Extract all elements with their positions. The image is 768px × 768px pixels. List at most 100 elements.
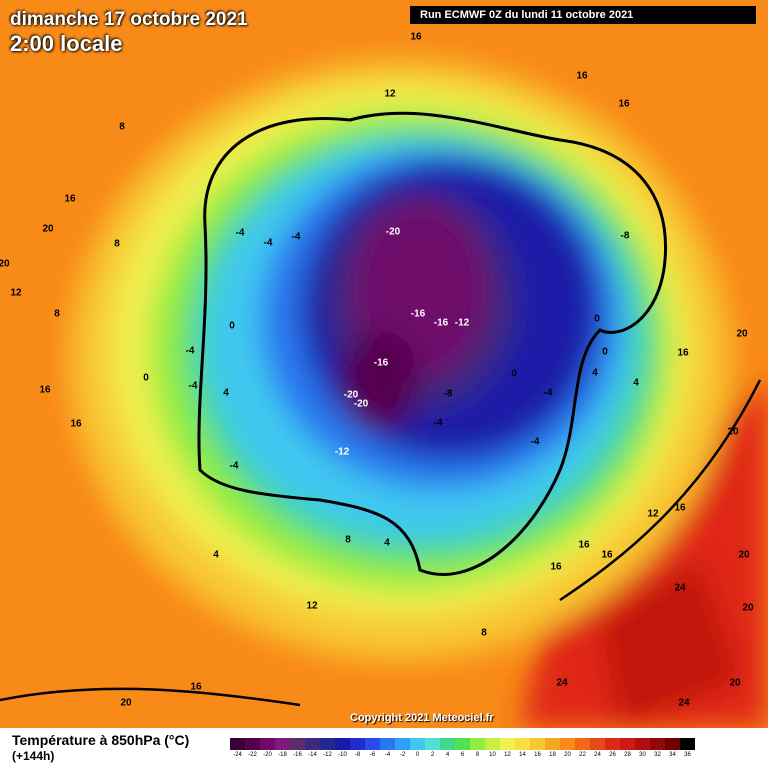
contour-labels: 16 16 16 12 8 16 20 20 8 -4 -4 -4 -20 -8 12 8 0 -16 -16 -12… <box>0 32 754 709</box>
scale-label: 4 <box>445 752 450 758</box>
scale-label: -4 <box>384 752 391 758</box>
scale-swatch <box>440 738 455 750</box>
scale-label: 28 <box>624 752 631 758</box>
isotherm <box>0 379 762 707</box>
scale-label: -16 <box>293 752 302 758</box>
contour-label: -12 <box>335 447 350 458</box>
contour-label: 0 <box>143 373 149 384</box>
scale-swatch <box>320 738 335 750</box>
scale-swatch <box>650 738 665 750</box>
scale-label: 24 <box>594 752 601 758</box>
contour-label: 20 <box>738 550 750 561</box>
contour-label: -8 <box>621 231 630 242</box>
map-title: Température à 850hPa (°C) <box>12 732 190 748</box>
date: dimanche 17 octobre 2021 <box>10 9 248 30</box>
scale-swatch <box>665 738 680 750</box>
contour-label: 20 <box>729 678 741 689</box>
scale-label: -14 <box>308 752 317 758</box>
contour-label: -4 <box>544 388 553 399</box>
contour-label: 12 <box>647 509 659 520</box>
map: 16 16 16 12 8 16 20 20 8 -4 -4 -4 -20 -8 12 8 0 -16 -16 -12… <box>0 0 768 728</box>
scale-label: 2 <box>430 752 435 758</box>
scale-label: 0 <box>415 752 420 758</box>
contour-label: 8 <box>114 239 120 250</box>
contour-label: 8 <box>119 122 125 133</box>
scale-swatch <box>560 738 575 750</box>
contour-label: -4 <box>434 418 443 429</box>
scale-swatch <box>605 738 620 750</box>
contour-label: 0 <box>229 321 235 332</box>
contour-label: 12 <box>384 89 396 100</box>
scale-swatch <box>245 738 260 750</box>
contour-label: -8 <box>444 389 453 400</box>
scale-swatch <box>470 738 485 750</box>
contour-label: 4 <box>592 368 598 379</box>
scale-swatch <box>590 738 605 750</box>
contour-label: 20 <box>42 224 54 235</box>
scale-label: 34 <box>669 752 676 758</box>
scale-swatch <box>575 738 590 750</box>
contour-label: 16 <box>190 682 202 693</box>
scale-swatch <box>620 738 635 750</box>
scale-label: -18 <box>278 752 287 758</box>
contour-label: -4 <box>531 437 540 448</box>
contour-label: -4 <box>189 381 198 392</box>
scale-swatch <box>305 738 320 750</box>
scale-swatch <box>365 738 380 750</box>
scale-labels: -24 -22 -20 -18 -16 -14 -12 -10 -8 -6 -4 -2 0 2 4 6 8 10 1… <box>230 752 700 764</box>
contour-label: 16 <box>576 71 588 82</box>
contour-label: 16 <box>674 503 686 514</box>
scale-swatch <box>530 738 545 750</box>
scale-label: -24 <box>233 752 242 758</box>
contour-label: 20 <box>742 603 754 614</box>
contour-label: -16 <box>374 358 389 369</box>
contour-label: 0 <box>594 314 600 325</box>
scale-swatch <box>350 738 365 750</box>
scale-label: 22 <box>579 752 586 758</box>
scale-label: -22 <box>248 752 257 758</box>
contour-label: -12 <box>455 318 470 329</box>
contour-label: 4 <box>223 388 229 399</box>
scale-swatch <box>275 738 290 750</box>
contour-label: 8 <box>54 309 60 320</box>
scale-label: 32 <box>654 752 661 758</box>
contour-label: 4 <box>213 550 219 561</box>
contour-label: 4 <box>384 538 390 549</box>
scale-label: 16 <box>534 752 541 758</box>
contour-label: 16 <box>39 385 51 396</box>
scale-swatch <box>395 738 410 750</box>
scale-swatch <box>500 738 515 750</box>
local-time: 2:00 locale <box>10 31 123 56</box>
scale-label: -10 <box>338 752 347 758</box>
scale-swatch <box>635 738 650 750</box>
scale-swatch <box>260 738 275 750</box>
contour-label: 16 <box>618 99 630 110</box>
scale-label: 36 <box>684 752 691 758</box>
scale-label: -8 <box>354 752 361 758</box>
scale-label: 18 <box>549 752 556 758</box>
contour-label: -4 <box>292 232 301 243</box>
scale-swatch <box>485 738 500 750</box>
copyright: Copyright 2021 Meteociel.fr <box>350 712 494 724</box>
scale-label: 26 <box>609 752 616 758</box>
contour-label: -16 <box>434 318 449 329</box>
temperature-field <box>70 60 768 728</box>
contour-label: 16 <box>64 194 76 205</box>
scale-label: 30 <box>639 752 646 758</box>
scale-label: -20 <box>263 752 272 758</box>
run-info: Run ECMWF 0Z du lundi 11 octobre 2021 <box>410 6 756 24</box>
lead-time: (+144h) <box>12 749 55 763</box>
contour-label: 20 <box>0 259 10 270</box>
scale-swatch <box>290 738 305 750</box>
scale-swatch <box>455 738 470 750</box>
footer: Température à 850hPa (°C) (+144h) -24 -22… <box>0 728 768 768</box>
contour-label: 20 <box>727 427 739 438</box>
contour-label: 16 <box>677 348 689 359</box>
contour-label: -4 <box>186 346 195 357</box>
scale-swatch <box>515 738 530 750</box>
contour-label: 12 <box>306 601 318 612</box>
contour-label: -16 <box>411 309 426 320</box>
scale-swatch <box>680 738 695 750</box>
contour-label: 8 <box>345 535 351 546</box>
scale-swatch <box>425 738 440 750</box>
